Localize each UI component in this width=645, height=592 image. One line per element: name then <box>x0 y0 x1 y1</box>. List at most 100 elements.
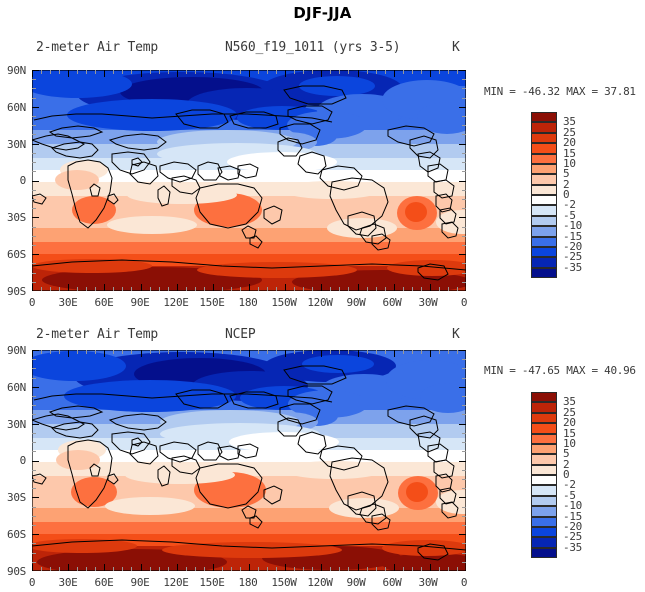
coastlines-0 <box>32 85 466 281</box>
colorbar-segment <box>531 402 557 413</box>
colorbar-segment <box>531 246 557 258</box>
panel-stats-1: MIN = -47.65 MAX = 40.96 <box>484 364 636 377</box>
x-tick-1-5: 150E <box>199 576 225 589</box>
colorbar-tick-label: 0 <box>563 468 570 481</box>
y-tick-1-2: 30N <box>7 418 26 431</box>
x-tick-1-6: 180 <box>238 576 258 589</box>
colorbar-tick-label: -15 <box>563 509 582 523</box>
colorbar-segment <box>531 547 557 558</box>
y-tick-0-5: 60S <box>7 248 26 261</box>
x-tick-0-5: 150E <box>199 296 225 309</box>
colorbar-tick-label: 25 <box>563 125 576 139</box>
colorbar-tick-label: 35 <box>563 395 576 409</box>
colorbar-segment <box>531 423 557 434</box>
map-ticks-0 <box>32 70 466 291</box>
panel-units-label-1: K <box>452 327 460 342</box>
colorbar-tick-label: -2 <box>563 478 576 492</box>
colorbar-tick-label: -2 <box>563 198 576 212</box>
x-tick-0-0: 0 <box>28 296 36 309</box>
x-tick-1-10: 60W <box>382 576 402 589</box>
panel-stats-0: MIN = -46.32 MAX = 37.81 <box>484 85 636 98</box>
colorbar-segment <box>531 163 557 175</box>
colorbar-tick-label: -20 <box>563 239 582 253</box>
colorbar-segment <box>531 195 557 206</box>
colorbar-tick-label: 2 <box>563 457 570 471</box>
colorbar-tick-label: -25 <box>563 250 582 264</box>
panel-variable-label-1: 2-meter Air Temp <box>36 327 159 342</box>
x-tick-1-9: 90W <box>346 576 366 589</box>
x-tick-0-4: 120E <box>163 296 189 309</box>
x-tick-1-11: 30W <box>418 576 438 589</box>
colorbar-segment <box>531 132 557 144</box>
x-tick-0-7: 150W <box>271 296 297 309</box>
map-ticks-1 <box>32 350 466 571</box>
y-tick-0-3: 0 <box>19 174 27 187</box>
colorbar-segment <box>531 215 557 227</box>
x-tick-1-7: 150W <box>271 576 297 589</box>
x-tick-0-2: 60E <box>94 296 114 309</box>
x-tick-1-1: 30E <box>58 576 78 589</box>
colorbar-tick-label: 15 <box>563 146 576 160</box>
x-tick-1-4: 120E <box>163 576 189 589</box>
map-fill-layer-1 <box>32 350 466 571</box>
colorbar-segment <box>531 443 557 455</box>
colorbar-tick-label: 0 <box>563 188 570 201</box>
map-plot-1 <box>32 350 466 571</box>
colorbar-1: 35 25 20 15 10 5 2 0 -2 -5 -10 -15 -20 -25 -35 <box>531 392 601 558</box>
x-tick-0-8: 120W <box>307 296 333 309</box>
colorbar-tick-label: -5 <box>563 208 576 222</box>
colorbar-segment <box>531 267 557 278</box>
colorbar-tick-label: 5 <box>563 167 570 181</box>
y-tick-1-0: 90N <box>7 344 26 357</box>
colorbar-tick-label: -10 <box>563 219 582 233</box>
colorbar-segment <box>531 257 557 268</box>
x-tick-1-0: 0 <box>28 576 36 589</box>
colorbar-tick-label: 5 <box>563 447 570 461</box>
colorbar-tick-label: 20 <box>563 416 576 430</box>
colorbar-segment <box>531 506 557 517</box>
y-tick-1-5: 60S <box>7 528 26 541</box>
colorbar-tick-label: -35 <box>563 540 582 554</box>
colorbar-segment <box>531 153 557 164</box>
colorbar-segment <box>531 475 557 486</box>
colorbar-segment <box>531 226 557 237</box>
colorbar-segment <box>531 464 557 475</box>
colorbar-segment <box>531 485 557 496</box>
x-tick-0-9: 90W <box>346 296 366 309</box>
y-tick-0-2: 30N <box>7 138 26 151</box>
colorbar-tick-label: -5 <box>563 488 576 502</box>
colorbar-segment <box>531 526 557 538</box>
colorbar-segment <box>531 122 557 133</box>
map-plot-0 <box>32 70 466 291</box>
colorbar-tick-label: -35 <box>563 260 582 274</box>
panel-dataset-label-1: NCEP <box>225 327 256 342</box>
map-svg-0 <box>32 70 466 291</box>
map-svg-1 <box>32 350 466 571</box>
x-tick-0-12: 0 <box>460 296 468 309</box>
colorbar-tick-label: 10 <box>563 156 576 170</box>
colorbar-segment <box>531 392 557 403</box>
y-tick-1-1: 60N <box>7 381 26 394</box>
colorbar-tick-label: 25 <box>563 405 576 419</box>
colorbar-segment <box>531 205 557 216</box>
panel-variable-label-0: 2-meter Air Temp <box>36 40 159 55</box>
x-tick-0-1: 30E <box>58 296 78 309</box>
y-tick-0-4: 30S <box>7 211 26 224</box>
colorbar-tick-label: 10 <box>563 436 576 450</box>
figure-title: DJF-JJA <box>293 4 352 22</box>
x-tick-1-2: 60E <box>94 576 114 589</box>
colorbar-segment <box>531 454 557 465</box>
colorbar-segment <box>531 516 557 527</box>
colorbar-tick-label: 15 <box>563 426 576 440</box>
colorbar-segment <box>531 174 557 185</box>
colorbar-tick-label: 2 <box>563 177 570 191</box>
map-fill-layer-0 <box>32 70 466 291</box>
x-tick-0-6: 180 <box>238 296 258 309</box>
x-tick-0-11: 30W <box>418 296 438 309</box>
colorbar-segment <box>531 433 557 444</box>
x-tick-1-8: 120W <box>307 576 333 589</box>
x-tick-1-12: 0 <box>460 576 468 589</box>
colorbar-segment <box>531 112 557 123</box>
y-tick-1-3: 0 <box>19 454 27 467</box>
y-tick-1-4: 30S <box>7 491 26 504</box>
